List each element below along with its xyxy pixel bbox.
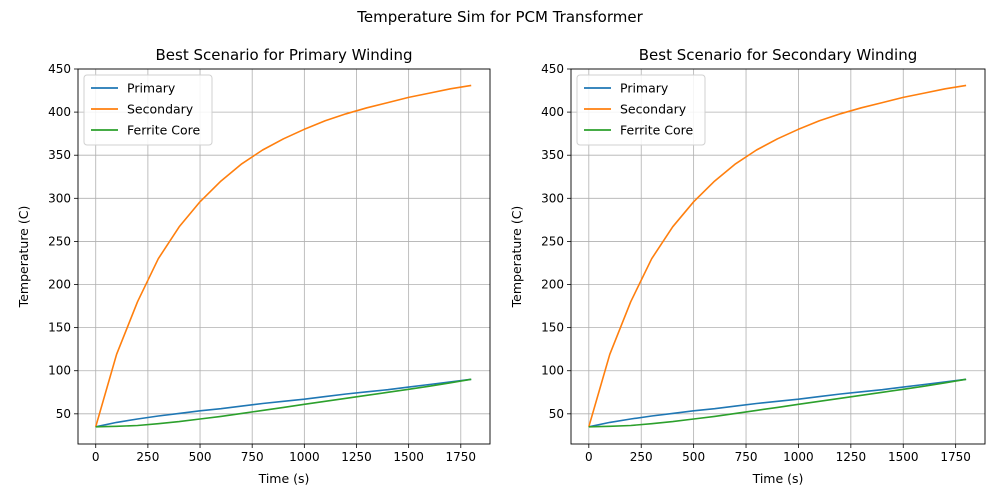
y-tick-label: 300 bbox=[541, 191, 564, 205]
x-tick-label: 1250 bbox=[341, 450, 372, 464]
series-line-secondary bbox=[588, 84, 967, 428]
x-tick-label: 1000 bbox=[289, 450, 320, 464]
legend-label: Primary bbox=[127, 81, 176, 96]
legend-box bbox=[83, 74, 213, 146]
y-tick-label: 350 bbox=[48, 148, 71, 162]
y-tick-label: 350 bbox=[541, 148, 564, 162]
x-tick-label: 750 bbox=[241, 450, 264, 464]
x-tick-label: 1250 bbox=[836, 450, 867, 464]
x-tick-label: 250 bbox=[630, 450, 653, 464]
figure-title: Temperature Sim for PCM Transformer bbox=[357, 8, 643, 26]
y-tick-label: 300 bbox=[48, 191, 71, 205]
x-axis-label: Time (s) bbox=[258, 471, 310, 486]
legend-label: Primary bbox=[620, 81, 669, 96]
plot-frame bbox=[570, 68, 986, 445]
y-tick-label: 400 bbox=[48, 105, 71, 119]
x-tick-label: 750 bbox=[735, 450, 758, 464]
chart-panel-1: 0 250 500 750 1000 1250 1500 1750 50 100 150 200 250… bbox=[16, 46, 491, 486]
chart-title: Best Scenario for Primary Winding bbox=[156, 46, 413, 64]
series-line-secondary bbox=[94, 84, 472, 428]
y-tick-label: 50 bbox=[549, 407, 564, 421]
y-tick-label: 450 bbox=[541, 62, 564, 76]
legend: Primary Secondary Ferrite Core bbox=[83, 74, 213, 146]
x-tick-label: 1500 bbox=[393, 450, 424, 464]
x-tick-label: 500 bbox=[682, 450, 705, 464]
x-tick-label: 1500 bbox=[888, 450, 919, 464]
y-tick-label: 150 bbox=[48, 321, 71, 335]
legend-box bbox=[576, 74, 706, 146]
y-axis-label: Temperature (C) bbox=[509, 206, 524, 309]
series-line-ferrite-core bbox=[588, 378, 967, 428]
y-tick-label: 200 bbox=[48, 278, 71, 292]
y-tick-label: 150 bbox=[541, 321, 564, 335]
y-tick-label: 250 bbox=[541, 234, 564, 248]
legend-label: Ferrite Core bbox=[127, 123, 201, 138]
legend-label: Secondary bbox=[127, 102, 194, 117]
x-tick-label: 0 bbox=[92, 450, 100, 464]
legend-label: Ferrite Core bbox=[620, 123, 694, 138]
y-tick-label: 450 bbox=[48, 62, 71, 76]
series-line-primary bbox=[588, 378, 967, 428]
plot-frame bbox=[77, 68, 491, 445]
x-tick-label: 250 bbox=[136, 450, 159, 464]
series-line-ferrite-core bbox=[95, 378, 472, 428]
chart-panel-2: 0 250 500 750 1000 1250 1500 1750 50 100 150 200 250… bbox=[509, 46, 986, 486]
y-tick-label: 100 bbox=[541, 364, 564, 378]
y-tick-label: 50 bbox=[56, 407, 71, 421]
x-tick-label: 1000 bbox=[783, 450, 814, 464]
series-line-primary bbox=[95, 378, 472, 428]
legend: Primary Secondary Ferrite Core bbox=[576, 74, 706, 146]
y-axis-label: Temperature (C) bbox=[16, 206, 31, 309]
y-tick-label: 200 bbox=[541, 278, 564, 292]
x-tick-label: 0 bbox=[585, 450, 593, 464]
y-tick-label: 250 bbox=[48, 234, 71, 248]
y-tick-label: 400 bbox=[541, 105, 564, 119]
x-axis-label: Time (s) bbox=[752, 471, 804, 486]
chart-title: Best Scenario for Secondary Winding bbox=[639, 46, 917, 64]
x-tick-label: 500 bbox=[189, 450, 212, 464]
x-tick-label: 1750 bbox=[446, 450, 477, 464]
x-tick-label: 1750 bbox=[940, 450, 971, 464]
legend-label: Secondary bbox=[620, 102, 687, 117]
y-tick-label: 100 bbox=[48, 364, 71, 378]
